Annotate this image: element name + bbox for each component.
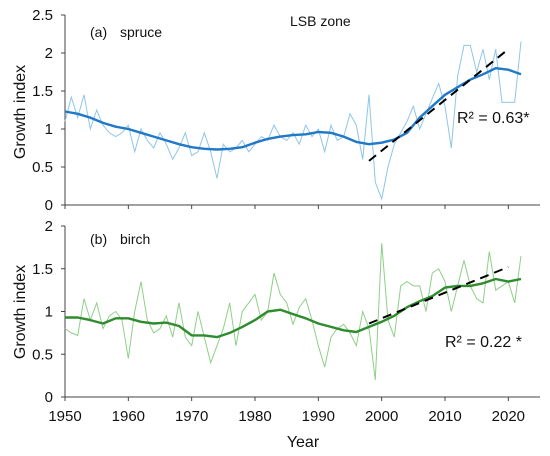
panel-a-y-tick-label: 0.5 — [32, 159, 53, 176]
panel-b-y-tick-label: 1.5 — [32, 261, 53, 278]
x-tick-label: 2010 — [428, 408, 461, 425]
panel-b-y-tick-label: 1 — [45, 304, 53, 321]
panel-a-raw-series-line — [64, 41, 522, 201]
panel-b-trend-series-line — [368, 266, 509, 325]
x-tick-label: 1980 — [238, 408, 271, 425]
x-tick-label: 1950 — [48, 408, 81, 425]
panel-a-y-tick-label: 1.5 — [32, 83, 53, 100]
panel-b-series — [64, 243, 522, 380]
panel-b-y-tick-label: 0.5 — [32, 346, 53, 363]
panel-b-birch: 0 0.5 1 1.5 2 1950 1960 1970 1980 1990 2000 2010 20… — [12, 218, 540, 451]
panel-a-y-tick-label: 1 — [45, 121, 53, 138]
panel-a-y-tick-label: 0 — [45, 197, 53, 214]
panel-a-trend-series-line — [368, 48, 509, 162]
panel-b-y-axis-title: Growth index — [12, 265, 29, 359]
x-tick-label: 1960 — [112, 408, 145, 425]
panel-a-label: (a) — [90, 24, 107, 40]
panel-b-y-tick-label: 2 — [45, 218, 53, 235]
panel-a-spruce: 0 0.5 1 1.5 2 2.5 Growth index (a) spruce LSB… — [12, 7, 540, 214]
panel-a-smooth-series-line — [64, 66, 522, 151]
panel-a-y-tick-label: 2.5 — [32, 7, 53, 24]
x-tick-label: 2000 — [365, 408, 398, 425]
panel-b-r2-annotation: R² = 0.22 * — [445, 334, 522, 351]
panel-b-y-ticks: 0 0.5 1 1.5 2 — [32, 218, 65, 406]
panel-a-r2-annotation: R² = 0.63* — [457, 110, 529, 127]
panel-b-x-ticks: 1950 1960 1970 1980 1990 2000 2010 2020 — [48, 397, 525, 425]
panel-b-label: (b) — [90, 231, 107, 247]
x-axis-title: Year — [287, 434, 320, 451]
panel-a-series — [64, 41, 522, 201]
panel-b-species-label: birch — [120, 231, 150, 247]
panel-b-smooth-series-line — [65, 277, 522, 339]
x-tick-label: 1990 — [302, 408, 335, 425]
panel-a-y-axis-title: Growth index — [12, 65, 29, 159]
panel-a-y-tick-label: 2 — [45, 45, 53, 62]
x-tick-label: 1970 — [175, 408, 208, 425]
panel-a-species-label: spruce — [120, 24, 162, 40]
panel-a-zone-label: LSB zone — [290, 13, 351, 29]
panel-b-raw-series-line — [64, 243, 522, 380]
x-tick-label: 2020 — [492, 408, 525, 425]
panel-b-y-tick-label: 0 — [45, 389, 53, 406]
panel-a-y-ticks: 0 0.5 1 1.5 2 2.5 — [32, 7, 509, 214]
